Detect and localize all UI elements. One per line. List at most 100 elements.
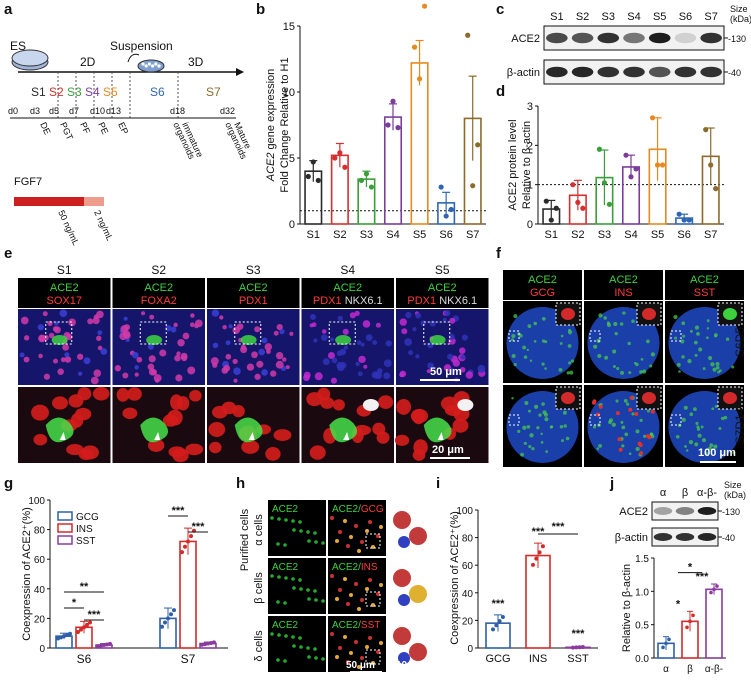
zoom-nucleus [208, 421, 226, 437]
ace2-dot [533, 321, 538, 326]
nucleus [134, 365, 139, 370]
nucleus [279, 329, 285, 335]
ace2-dot [597, 353, 602, 359]
ace2-dot [511, 354, 516, 359]
data-point [160, 624, 164, 629]
merge-dot [349, 651, 353, 655]
ace2-dot [321, 657, 325, 661]
nucleus [92, 316, 100, 325]
merge-dot [368, 636, 372, 640]
panel-letter-i: i [436, 475, 440, 492]
ace2-dot [681, 417, 686, 422]
ace2-dot [558, 367, 563, 372]
ace2-dot [631, 412, 635, 416]
inset-source-box [670, 330, 682, 342]
merge-dot [365, 645, 369, 649]
zoom-nucleus [332, 399, 345, 411]
stain-red-label-GCG: GCG [530, 287, 555, 299]
y-tick-label: 100 [456, 506, 473, 517]
inset-box [365, 649, 381, 665]
stain-green-label: ACE2 [272, 620, 299, 631]
nkx-signal [457, 399, 474, 411]
merge-dot [357, 665, 361, 669]
merge-dot [376, 592, 380, 596]
merge-dot [357, 549, 361, 553]
zoom-nucleus [396, 398, 412, 415]
lane-label: S7 [704, 11, 717, 23]
ace2-dot [511, 333, 516, 339]
ace2-dot [520, 452, 524, 457]
ace2-dot [561, 439, 564, 443]
stain-green-label: ACE2 [690, 274, 719, 286]
zoom-nucleus [444, 405, 463, 417]
data-point [465, 32, 471, 38]
nucleus [147, 343, 154, 350]
nucleus [100, 348, 108, 355]
inset-source-box [508, 330, 520, 342]
data-point [681, 217, 687, 223]
data-point [332, 155, 338, 161]
stain-green-label: ACE2 [272, 504, 299, 515]
data-point [56, 636, 60, 641]
stain-red-label: PDX1 [239, 295, 268, 307]
blot-band [675, 533, 695, 541]
zoom-nucleus [232, 405, 245, 418]
merge-dot [360, 656, 364, 660]
zoom-nucleus [317, 387, 331, 401]
ace2-dot [565, 436, 570, 441]
fgf-bar-high [14, 197, 84, 206]
ace2-dot [697, 433, 702, 438]
ace2-dot [542, 317, 546, 321]
ace2-dot [299, 645, 303, 649]
ace2-dot [624, 432, 629, 437]
y-tick-label: 0.0 [635, 654, 649, 665]
ace2-dot [299, 587, 303, 591]
zoom-nucleus [122, 407, 138, 420]
sig-star: *** [492, 598, 506, 610]
ace2-dot [706, 319, 710, 323]
nucleus [270, 370, 277, 377]
ace2-dot [513, 363, 517, 367]
merge-dot [338, 588, 342, 592]
ace2-dot [682, 334, 686, 338]
ace2-dot [270, 574, 274, 578]
nucleus [38, 353, 43, 359]
ace2-dot [531, 447, 535, 451]
zoom-nucleus [77, 387, 92, 401]
ace2-dot [615, 399, 619, 403]
data-point [708, 162, 714, 168]
nucleus [427, 362, 434, 369]
data-point [491, 627, 495, 632]
data-point [500, 614, 505, 619]
data-point [497, 619, 502, 624]
ace2-dot [563, 424, 567, 428]
ace2-dot [732, 451, 735, 455]
data-point [537, 550, 542, 555]
ace2-dot [277, 575, 281, 579]
nucleus [90, 376, 99, 385]
nucleus [53, 358, 59, 364]
size-header: Size [730, 4, 748, 14]
nucleus [261, 337, 268, 344]
ace2-dot [523, 355, 528, 359]
marker-1: PGT [58, 121, 75, 142]
ace2-dot [298, 636, 302, 640]
marker-3: PE [96, 121, 110, 136]
column-label-S5: S5 [435, 263, 450, 277]
lane-label: β [682, 487, 688, 499]
nucleus [321, 329, 327, 334]
ace2-dot [643, 434, 647, 438]
nucleus [170, 326, 177, 333]
zoom-nucleus [172, 448, 189, 463]
stain-merge-label: ACE2/INS [332, 562, 378, 573]
y-tick-label: 0 [467, 644, 473, 655]
nucleus [123, 316, 128, 321]
lane-label: S5 [653, 11, 666, 23]
nucleus [449, 317, 456, 324]
ins-dot [650, 409, 655, 414]
merge-dot [354, 582, 358, 586]
panel-j-blot: α β α-β- Size(kDa) ACE2 -130 β-actin -40 [615, 480, 746, 547]
data-point [411, 44, 418, 50]
merge-dot [346, 602, 350, 606]
nucleus [149, 314, 155, 320]
